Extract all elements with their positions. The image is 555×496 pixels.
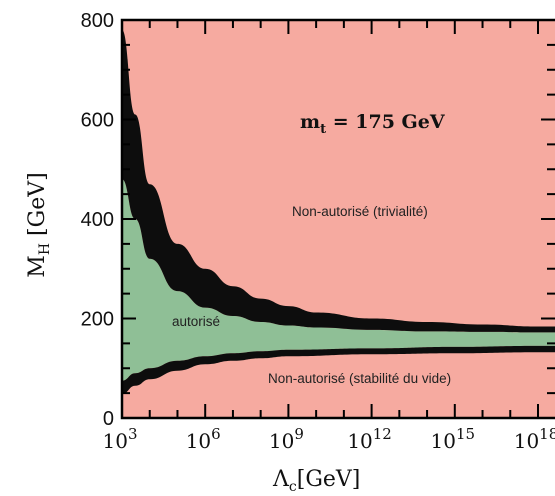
y-tick-label: 600 xyxy=(81,110,114,132)
x-tick-label: 1015 xyxy=(431,425,476,453)
mass-annotation: mt = 175 GeV xyxy=(300,111,446,137)
y-tick-label: 200 xyxy=(81,309,114,331)
x-tick-label: 1012 xyxy=(347,425,392,453)
plot-area xyxy=(122,20,555,418)
x-tick-label: 103 xyxy=(103,425,138,453)
vacuum-stability-bound-band xyxy=(122,345,555,395)
x-tick-labels: 103 106 109 1012 1015 1018 xyxy=(103,425,555,453)
x-tick-label: 1018 xyxy=(514,425,555,453)
x-tick-label: 109 xyxy=(269,425,304,453)
y-tick-label: 0 xyxy=(103,408,114,430)
allowed-region xyxy=(122,179,555,381)
x-axis-label: Λc[GeV] xyxy=(272,467,360,495)
y-axis-label: MH [GeV] xyxy=(25,172,53,277)
region-label-allowed: autorisé xyxy=(172,314,220,329)
x-tick-label: 106 xyxy=(186,425,221,453)
region-label-vacuum-stability: Non-autorisé (stabilité du vide) xyxy=(268,371,451,386)
y-tick-label: 800 xyxy=(81,10,114,32)
y-tick-label: 400 xyxy=(81,209,114,231)
y-tick-labels: 0 200 400 600 800 xyxy=(81,10,114,430)
region-label-triviality: Non-autorisé (trivialité) xyxy=(292,204,428,219)
plot-frame xyxy=(120,18,555,420)
